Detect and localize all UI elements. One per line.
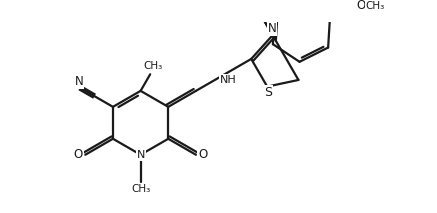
Text: O: O [74,148,83,161]
Text: N: N [267,23,276,36]
Text: CH₃: CH₃ [366,1,385,11]
Text: CH₃: CH₃ [131,184,150,194]
Text: CH₃: CH₃ [143,62,162,72]
Text: N: N [74,75,83,88]
Text: O: O [356,0,366,12]
Text: NH: NH [220,75,236,85]
Text: S: S [264,86,272,99]
Text: N: N [136,150,145,160]
Text: O: O [198,148,208,161]
